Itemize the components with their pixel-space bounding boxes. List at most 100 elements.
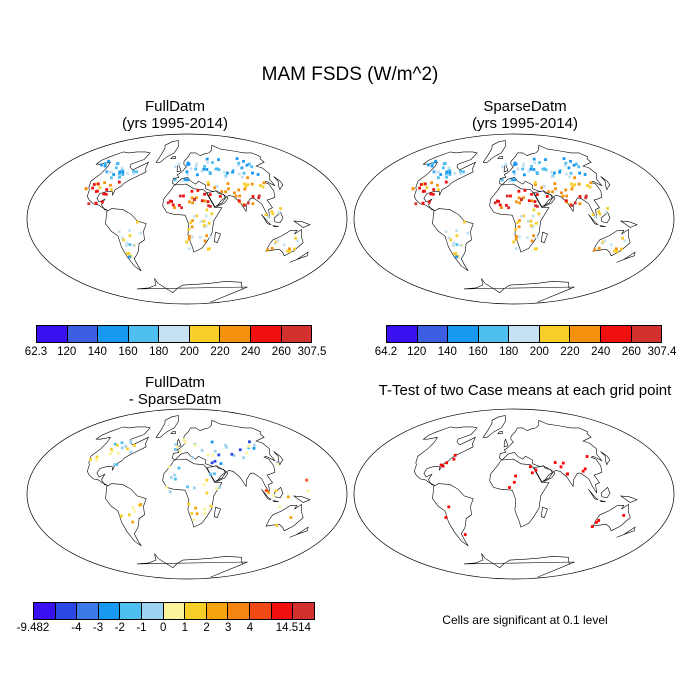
grid-cell	[206, 161, 210, 165]
grid-cell	[170, 476, 173, 479]
coastline	[162, 458, 223, 528]
grid-cell	[567, 166, 571, 170]
grid-cell	[533, 161, 537, 165]
grid-cell	[180, 206, 183, 210]
grid-cell	[615, 250, 619, 253]
grid-cell	[274, 240, 278, 244]
grid-cell	[200, 199, 204, 203]
grid-cell	[531, 214, 535, 218]
grid-cell	[581, 469, 585, 473]
coastline	[540, 506, 548, 518]
grid-cell	[244, 185, 248, 188]
colorbar-swatch	[417, 325, 449, 343]
grid-cell	[196, 173, 199, 177]
grid-cell	[132, 169, 135, 173]
grid-cell	[226, 171, 229, 175]
grid-cell	[200, 169, 204, 173]
grid-cell	[245, 163, 249, 167]
grid-cell	[173, 473, 177, 477]
grid-cell	[132, 172, 136, 176]
colorbar-swatch	[600, 325, 632, 343]
colorbar-swatch	[631, 325, 663, 343]
grid-cell	[253, 443, 256, 447]
colorbar-swatch	[570, 325, 601, 343]
grid-cell	[584, 194, 588, 198]
grid-cell	[589, 181, 593, 185]
grid-cell	[222, 170, 226, 174]
grid-cell	[444, 230, 448, 234]
grid-cell	[248, 440, 251, 444]
grid-cell	[588, 185, 592, 189]
grid-cell	[540, 186, 543, 190]
colorbar-difference	[33, 602, 315, 620]
coastline	[289, 251, 309, 263]
colorbar-labels-sparsedatm: 64.2 120 140 160 180 200 220 240 260 307.4	[375, 346, 677, 360]
coastline	[206, 190, 226, 208]
grid-cell	[131, 520, 135, 524]
grid-cell	[118, 175, 122, 179]
grid-cell	[436, 183, 439, 187]
grid-cell	[423, 182, 427, 186]
grid-cell	[564, 161, 568, 165]
grid-cell	[508, 486, 511, 489]
grid-cell	[133, 509, 136, 513]
grid-cell	[248, 162, 251, 166]
grid-cell	[103, 181, 106, 185]
map-border	[26, 133, 348, 305]
grid-cell	[207, 221, 211, 225]
grid-cell	[578, 195, 582, 198]
grid-cell	[186, 178, 190, 182]
grid-cell	[434, 170, 438, 174]
grid-cell	[245, 451, 249, 455]
grid-cell	[561, 194, 565, 198]
grid-cell	[434, 159, 438, 163]
grid-cell	[206, 200, 210, 203]
grid-cell	[200, 449, 204, 452]
colorbar-tick-label: -9.482	[16, 622, 50, 634]
grid-cell	[218, 486, 222, 489]
grid-cell	[205, 168, 209, 171]
colorbar-fulldatm	[36, 325, 313, 343]
grid-cell	[129, 440, 133, 444]
colorbar-tick-label: 180	[149, 346, 169, 358]
grid-cell	[120, 166, 124, 170]
grid-cell	[529, 167, 533, 171]
grid-cell	[521, 165, 525, 168]
grid-cell	[444, 516, 448, 519]
grid-cell	[609, 243, 613, 247]
grid-cell	[558, 169, 562, 172]
grid-cell	[116, 451, 120, 455]
grid-cell	[121, 173, 125, 176]
grid-cell	[224, 190, 227, 194]
grid-cell	[533, 247, 537, 251]
grid-cell	[288, 250, 292, 253]
grid-cell	[173, 206, 176, 209]
colorbar-swatch	[448, 325, 479, 343]
grid-cell	[247, 444, 251, 448]
grid-cell	[217, 158, 220, 161]
grid-cell	[522, 214, 526, 218]
grid-cell	[276, 239, 280, 243]
grid-cell	[271, 212, 275, 216]
grid-cell	[203, 192, 206, 196]
grid-cell	[432, 170, 436, 174]
grid-cell	[217, 453, 221, 457]
grid-cell	[242, 171, 246, 175]
grid-cell	[575, 162, 578, 166]
grid-cell	[453, 172, 457, 175]
grid-cell	[286, 249, 289, 253]
colorbar-tick-label: 307.5	[297, 346, 327, 358]
grid-cell	[257, 196, 261, 200]
grid-cell	[532, 208, 536, 212]
grid-cell	[116, 162, 120, 165]
grid-cell	[107, 170, 111, 174]
grid-cell	[431, 192, 435, 196]
grid-cell	[178, 194, 182, 198]
grid-cell	[122, 238, 126, 242]
grid-cell	[455, 255, 458, 259]
colorbar-tick-label: 160	[468, 346, 488, 358]
grid-cell	[103, 164, 107, 168]
grid-cell	[251, 202, 255, 206]
grid-cell	[246, 183, 250, 187]
coastline	[588, 489, 599, 500]
